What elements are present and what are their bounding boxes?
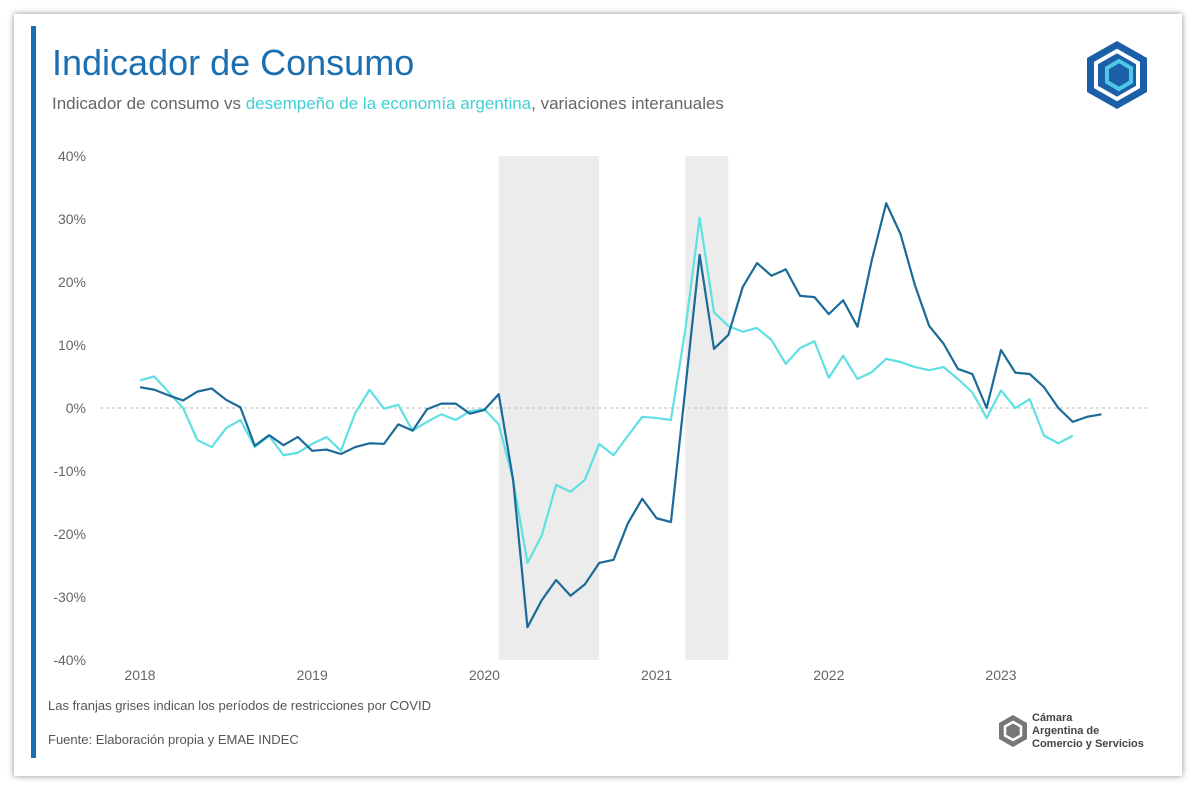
- title: Indicador de Consumo: [52, 42, 415, 83]
- y-tick-label: 30%: [58, 211, 86, 227]
- brand-text: Comercio y Servicios: [1032, 738, 1144, 750]
- accent-bar: [31, 26, 36, 758]
- subtitle-part: Indicador de consumo vs: [52, 94, 246, 113]
- x-tick-label: 2019: [297, 667, 328, 683]
- subtitle-highlight: desempeño de la economía argentina: [245, 94, 532, 113]
- x-tick-label: 2023: [985, 667, 1016, 683]
- subtitle: Indicador de consumo vs desempeño de la …: [52, 94, 724, 114]
- source: Fuente: Elaboración propia y EMAE INDEC: [48, 732, 299, 747]
- subtitle-part: , variaciones interanuales: [531, 94, 724, 113]
- brand-logo: [999, 715, 1027, 747]
- series-line: [139, 216, 1074, 565]
- y-tick-label: -30%: [53, 589, 86, 605]
- y-tick-label: 10%: [58, 337, 86, 353]
- logo: [1087, 41, 1147, 109]
- y-tick-label: 0%: [66, 400, 86, 416]
- brand-text: Argentina de: [1032, 725, 1099, 737]
- brand-text: Cámara: [1032, 712, 1073, 724]
- x-tick-label: 2020: [469, 667, 500, 683]
- series-line: [139, 202, 1102, 629]
- y-tick-label: -40%: [53, 652, 86, 668]
- x-tick-label: 2021: [641, 667, 672, 683]
- y-tick-label: -10%: [53, 463, 86, 479]
- x-tick-label: 2018: [124, 667, 155, 683]
- x-tick-label: 2022: [813, 667, 844, 683]
- note: Las franjas grises indican los períodos …: [48, 698, 431, 713]
- y-tick-label: -20%: [53, 526, 86, 542]
- y-tick-label: 40%: [58, 148, 86, 164]
- y-tick-label: 20%: [58, 274, 86, 290]
